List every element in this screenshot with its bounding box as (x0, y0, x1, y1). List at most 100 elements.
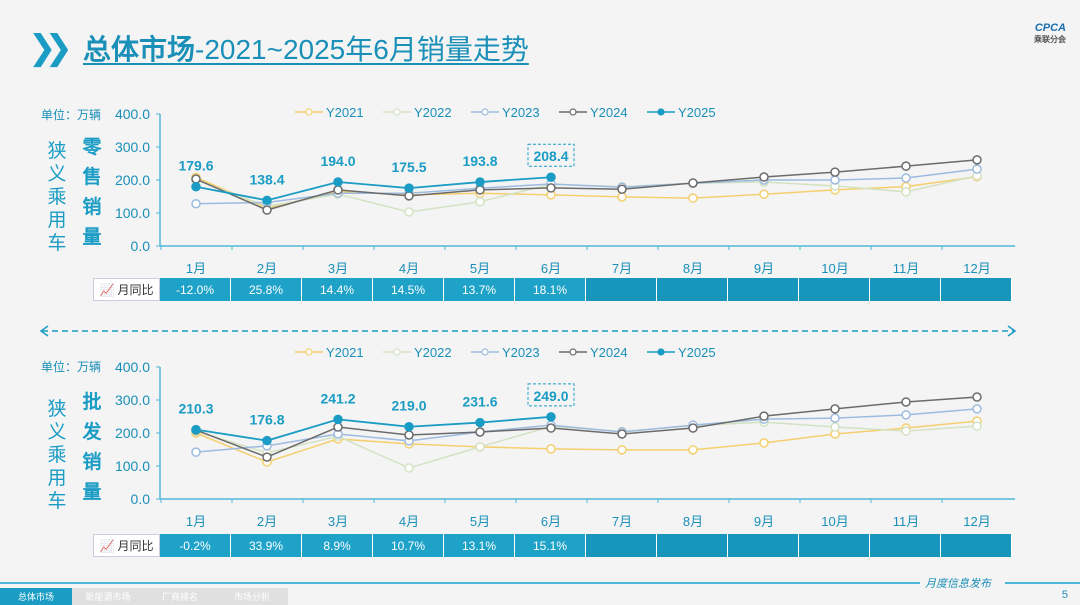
data-point (830, 422, 840, 432)
data-point (262, 435, 272, 446)
yoy-cell (799, 278, 870, 301)
yoy-cell: 13.1% (444, 534, 515, 557)
data-point (404, 430, 414, 440)
data-label: 175.5 (391, 159, 426, 175)
data-point (333, 177, 343, 187)
data-point (404, 463, 414, 473)
data-point (191, 447, 201, 457)
y-tick-label: 0.0 (131, 238, 151, 254)
x-tick-label: 5月 (470, 514, 490, 529)
x-tick-label: 4月 (399, 514, 419, 529)
data-point (475, 177, 485, 187)
x-tick-label: 12月 (963, 261, 990, 276)
legend-marker (569, 348, 577, 356)
y-tick-label: 100.0 (115, 205, 150, 221)
yoy-cell: 14.4% (302, 278, 373, 301)
x-tick-label: 2月 (257, 261, 277, 276)
data-point (191, 424, 201, 435)
x-tick-label: 7月 (612, 514, 632, 529)
x-tick-label: 9月 (754, 514, 774, 529)
x-tick-label: 3月 (328, 514, 348, 529)
yoy-cell (941, 534, 1012, 557)
yoy-cell: 18.1% (515, 278, 586, 301)
x-tick-label: 8月 (683, 514, 703, 529)
legend-label-y2021: Y2021 (326, 345, 364, 360)
data-point (759, 411, 769, 421)
data-point (688, 445, 698, 455)
x-tick-label: 10月 (821, 514, 848, 529)
x-tick-label: 6月 (541, 514, 561, 529)
data-point (972, 421, 982, 431)
footer-line (0, 582, 920, 584)
footer-line (1005, 582, 1080, 584)
data-point (901, 161, 911, 171)
yoy-cell: 13.7% (444, 278, 515, 301)
data-point (688, 423, 698, 433)
x-tick-label: 12月 (963, 514, 990, 529)
yoy-cell: 8.9% (302, 534, 373, 557)
tab-manufacturer-ranking[interactable]: 厂商排名 (144, 588, 216, 605)
x-tick-label: 9月 (754, 261, 774, 276)
x-tick-label: 1月 (186, 514, 206, 529)
retail-sales-chart: 400.0 300.0 200.0 100.0 0.0 1月 2月 3月 4月 5月 6月 7月 8月 9… (115, 105, 1015, 276)
yoy-cell (870, 278, 941, 301)
data-point (759, 172, 769, 182)
data-point (546, 444, 556, 454)
data-point (972, 164, 982, 174)
metric-label: 零售销量 (82, 137, 102, 248)
yoy-cell (870, 534, 941, 557)
tab-overall-market[interactable]: 总体市场 (0, 588, 72, 605)
legend-marker (481, 348, 489, 356)
data-point (688, 193, 698, 203)
yoy-cell (657, 534, 728, 557)
series-line-y2021 (195, 420, 978, 463)
data-point (191, 199, 201, 209)
x-tick-label: 5月 (470, 261, 490, 276)
data-point (404, 207, 414, 217)
data-label: 179.6 (178, 158, 213, 174)
data-point (546, 423, 556, 433)
cpca-logo: CPCA 乘联分会 (1034, 22, 1066, 44)
tab-market-analysis[interactable]: 市场分析 (216, 588, 288, 605)
tab-nev-market[interactable]: 新能源市场 (72, 588, 144, 605)
data-point (688, 178, 698, 188)
legend-label-y2025: Y2025 (678, 105, 716, 120)
wholesale-sales-chart: 400.0 300.0 200.0 100.0 0.0 1月 2月 3月 4月 5月 6月 7月 8月 9… (115, 345, 1015, 529)
x-tick-label: 11月 (893, 514, 920, 529)
data-point (262, 205, 272, 215)
yoy-row-retail: 📈 月同比 -12.0% 25.8% 14.4% 14.5% 13.7% 18.1% (93, 278, 1012, 301)
data-point (830, 167, 840, 177)
series-line-y2024 (195, 159, 978, 211)
yoy-cell (657, 278, 728, 301)
yoy-row-wholesale: 📈 月同比 -0.2% 33.9% 8.9% 10.7% 13.1% 15.1% (93, 534, 1012, 557)
y-tick-label: 200.0 (115, 425, 150, 441)
legend-marker (305, 348, 313, 356)
legend-label-y2024: Y2024 (590, 345, 628, 360)
data-point (830, 413, 840, 423)
data-point (262, 195, 272, 206)
data-point (333, 422, 343, 432)
page-number: 5 (1061, 589, 1068, 601)
divider-arrow (39, 325, 1017, 337)
data-point (404, 183, 414, 193)
yoy-cell: 15.1% (515, 534, 586, 557)
series-line-y2023 (195, 168, 978, 205)
unit-label: 单位：万辆 (41, 360, 102, 374)
yoy-cell: 25.8% (231, 278, 302, 301)
trend-chart-icon: 📈 (99, 538, 115, 553)
legend-label-y2024: Y2024 (590, 105, 628, 120)
data-label: 249.0 (533, 388, 568, 404)
data-point (617, 429, 627, 439)
data-point (546, 172, 556, 182)
data-point (972, 404, 982, 414)
data-point (759, 438, 769, 448)
data-label: 176.8 (249, 412, 284, 428)
series-line-y2025 (195, 176, 552, 202)
data-point (191, 181, 201, 192)
page-header: ❯❯ 总体市场-2021~2025年6月销量走势 (28, 28, 529, 68)
x-tick-label: 10月 (821, 261, 848, 276)
highlight-box (527, 383, 575, 407)
data-point (901, 410, 911, 420)
series-line-y2024 (195, 396, 978, 458)
yoy-cell (728, 534, 799, 557)
